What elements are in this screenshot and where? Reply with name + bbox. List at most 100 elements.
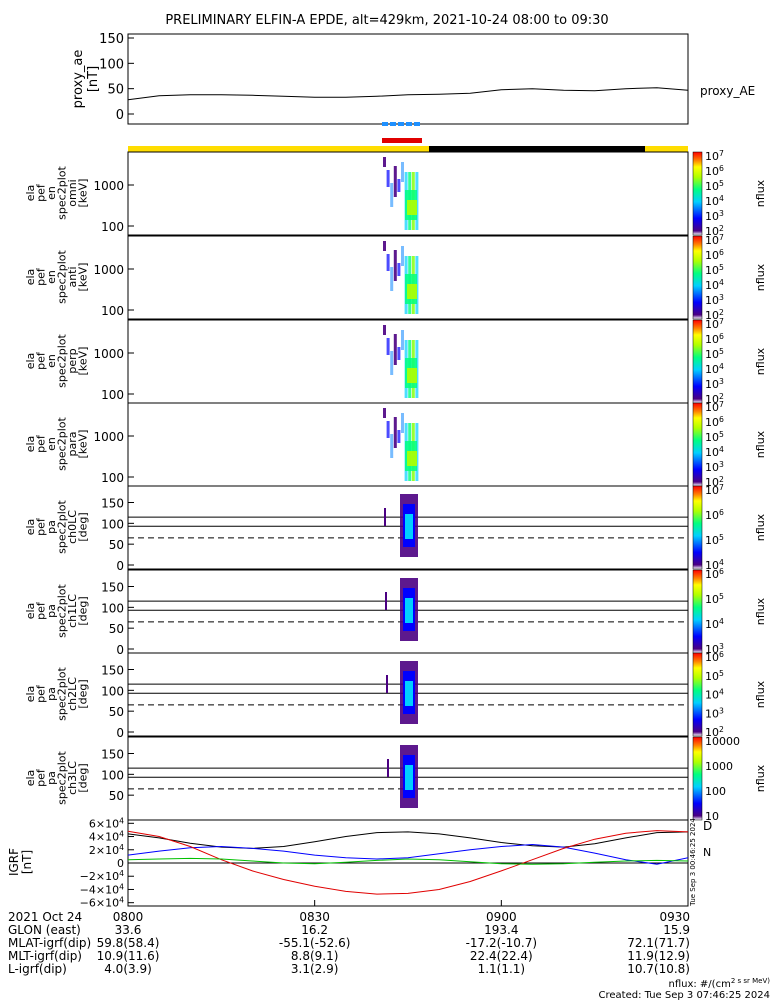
footer-units: nflux: #/(cm2 s sr MeV) <box>668 977 770 990</box>
spectrogram-tick-label: 1000 <box>93 179 124 193</box>
panel-label: ela <box>24 519 37 536</box>
igrf-line-green <box>127 857 689 865</box>
colorbar-tick-label: 105 <box>705 592 724 607</box>
pitch-angle-frame <box>127 485 689 570</box>
ephem-time-label: 0930 <box>659 910 690 924</box>
proxy-ae-series-label: proxy_AE <box>700 84 755 98</box>
sunlight-bar <box>645 146 688 152</box>
ephem-value: 15.9 <box>663 923 690 937</box>
panel-label: ela <box>24 269 37 286</box>
panel-label: spec2plot <box>56 667 69 721</box>
colorbar-tick-label: 107 <box>705 149 724 164</box>
colorbar <box>692 319 703 404</box>
ephem-value: 1.1(1.1) <box>478 962 526 976</box>
panel-label: pef <box>35 351 48 370</box>
ephem-value: 8.8(9.1) <box>291 949 339 963</box>
spectrogram-cell <box>393 166 397 197</box>
colorbar-tick-label: 103 <box>705 209 724 224</box>
pitch-angle-cell <box>385 592 387 610</box>
science-zone-marker <box>382 122 388 126</box>
spectrogram-cell <box>393 250 397 281</box>
ephem-value: 72.1(71.7) <box>627 936 690 950</box>
spectrogram-tick-label: 100 <box>101 388 124 402</box>
spectrogram-tick-label: 1000 <box>93 430 124 444</box>
colorbar-tick-label: 106 <box>705 650 724 665</box>
spectrogram-frame <box>127 151 689 236</box>
panel-label: pa <box>45 604 58 618</box>
colorbar-tick-label: 106 <box>705 508 724 523</box>
ephem-value: 193.4 <box>484 923 518 937</box>
colorbar-tick-label: 106 <box>705 332 724 347</box>
ephem-value: 22.4(22.4) <box>470 949 533 963</box>
panel-label: spec2plot <box>56 417 69 471</box>
pitch-angle-cell <box>405 681 413 706</box>
panel-label: ch3LC <box>66 761 79 795</box>
proxy-ae-tick-label: 100 <box>99 57 124 72</box>
spectrogram-cell <box>390 183 394 207</box>
ephem-date: 2021 Oct 24 <box>8 910 82 924</box>
spectrogram-cell <box>393 334 397 365</box>
igrf-line-red <box>127 830 689 895</box>
spectrogram-frame <box>127 235 689 320</box>
ephem-row-label: L-igrf(dip) <box>8 962 67 976</box>
colorbar-label: nflux <box>754 263 767 291</box>
ephem-value: 3.1(2.9) <box>291 962 339 976</box>
colorbar-label: nflux <box>754 430 767 458</box>
igrf-tick-label: −4×104 <box>80 882 124 897</box>
science-zone-marker <box>390 122 396 126</box>
ephem-value: 16.2 <box>301 923 328 937</box>
panel-label: ch2LC <box>66 677 79 711</box>
science-zone-marker <box>406 122 412 126</box>
colorbar <box>692 736 703 821</box>
panel-label: pa <box>45 687 58 701</box>
science-zone-marker <box>398 122 404 126</box>
ephem-row-label: MLT-igrf(dip) <box>8 949 82 963</box>
shadow-bar <box>429 146 645 152</box>
pitch-angle-tick-label: 50 <box>109 789 124 803</box>
panel-label: ela <box>24 185 37 202</box>
panel-label: ela <box>24 436 37 453</box>
panel-label: spec2plot <box>56 334 69 388</box>
colorbar-tick-label: 104 <box>705 362 724 377</box>
pitch-angle-tick-label: 100 <box>101 684 124 698</box>
panel-label: en <box>45 186 58 200</box>
pitch-angle-tick-label: 0 <box>116 726 124 740</box>
ephem-row-label: GLON (east) <box>8 923 81 937</box>
spectrogram-tick-label: 100 <box>101 220 124 234</box>
proxy-ae-tick-label: 150 <box>99 32 124 47</box>
spectrogram-cell <box>397 263 401 276</box>
spectrogram-cell <box>397 347 401 360</box>
panel-label: pef <box>35 267 48 286</box>
panel-label: spec2plot <box>56 500 69 554</box>
panel-label: omni <box>66 179 79 206</box>
pitch-angle-tick-label: 150 <box>101 748 124 762</box>
panel-label: spec2plot <box>56 584 69 638</box>
pitch-angle-frame <box>127 652 689 737</box>
ephem-value: 59.8(58.4) <box>97 936 160 950</box>
colorbar-tick-label: 105 <box>705 430 724 445</box>
spectrogram-tick-label: 1000 <box>93 263 124 277</box>
colorbar-tick-label: 106 <box>705 567 724 582</box>
colorbar-label: nflux <box>754 179 767 207</box>
spectrogram-cell <box>390 434 394 458</box>
colorbar-tick-label: 107 <box>705 233 724 248</box>
panel-label: [deg] <box>77 512 90 541</box>
spectrogram-cell <box>407 451 417 466</box>
colorbar-tick-label: 107 <box>705 400 724 415</box>
igrf-legend-d: D <box>703 819 712 833</box>
panel-label: [deg] <box>77 763 90 792</box>
panel-label: [keV] <box>77 430 90 459</box>
pitch-angle-tick-label: 100 <box>101 517 124 531</box>
pitch-angle-tick-label: 100 <box>101 601 124 615</box>
spectrogram-cell <box>383 157 386 167</box>
panel-label: spec2plot <box>56 166 69 220</box>
panel-label: pef <box>35 684 48 703</box>
panel-label: spec2plot <box>56 751 69 805</box>
ephem-row-label: MLAT-igrf(dip) <box>8 936 91 950</box>
panel-label: ch0LC <box>66 510 79 544</box>
colorbar-label: nflux <box>754 764 767 792</box>
igrf-tick-label: −6×104 <box>80 895 124 910</box>
colorbar-tick-label: 100 <box>705 785 726 798</box>
igrf-line-black <box>127 831 689 849</box>
colorbar-tick-label: 104 <box>705 687 724 702</box>
